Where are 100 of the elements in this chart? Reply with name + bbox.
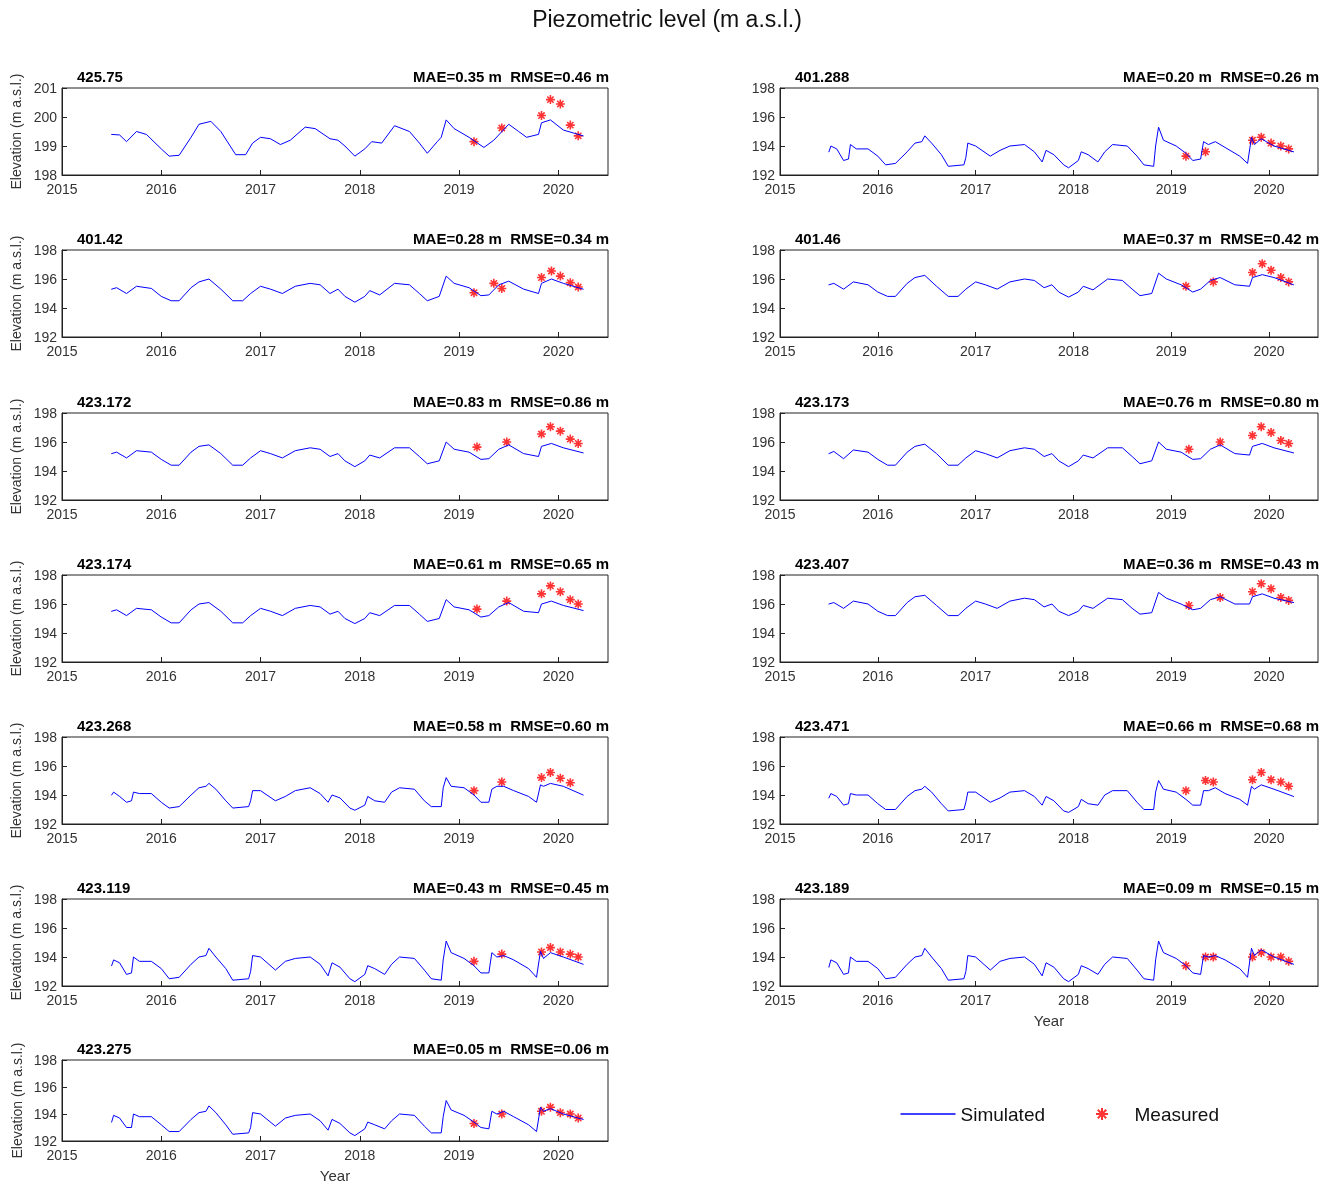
x-tick-label: 2016 (862, 506, 894, 522)
y-axis-title: Elevation (m a.s.l.) (7, 884, 24, 1001)
point (1255, 578, 1267, 589)
point (572, 1112, 584, 1124)
chart-title: 423.174 (77, 555, 132, 572)
point (1275, 592, 1287, 603)
x-tick-label: 2018 (344, 343, 376, 359)
y-tick-label: 194 (751, 463, 776, 479)
point (496, 283, 508, 294)
line-series (111, 275, 584, 303)
x-tick-label: 2020 (542, 830, 575, 846)
y-tick-label: 198 (33, 729, 58, 745)
point (536, 946, 547, 958)
point (1247, 134, 1258, 146)
y-tick-label: 196 (751, 920, 776, 936)
x-tick-label: 2016 (145, 668, 178, 684)
y-tick-label: 192 (751, 978, 776, 994)
point (1265, 774, 1277, 786)
x-tick-label: 2018 (344, 830, 376, 846)
x-tick-label: 2020 (1253, 992, 1285, 1008)
y-tick-label: 196 (33, 596, 58, 612)
x-tick-label: 2015 (46, 343, 78, 359)
x-tick-label: 2019 (443, 343, 475, 359)
point (564, 433, 576, 445)
point (1275, 272, 1287, 283)
x-tick-label: 2019 (443, 830, 475, 846)
x-tick-label: 2020 (1253, 181, 1285, 197)
chart-subtitle: MAE=0.37 m RMSE=0.42 m (1123, 230, 1320, 247)
point (564, 777, 576, 788)
y-tick-label: 192 (33, 654, 58, 670)
point (555, 773, 566, 784)
chart-title: 401.42 (77, 230, 123, 247)
x-tick-label: 2017 (960, 830, 992, 846)
point (468, 785, 480, 796)
point (468, 287, 480, 299)
x-tick-label: 2020 (1253, 506, 1285, 522)
point (545, 1101, 556, 1113)
y-tick-label: 192 (33, 1133, 58, 1149)
line-series (111, 940, 584, 983)
chart-title: 423.189 (795, 879, 850, 896)
point (536, 428, 547, 440)
point (564, 594, 576, 605)
point (1208, 276, 1219, 288)
x-tick-label: 2016 (145, 343, 178, 359)
point (555, 946, 566, 958)
point (1247, 774, 1258, 786)
y-tick-label: 198 (751, 891, 776, 907)
point (1275, 951, 1287, 963)
x-tick-label: 2015 (764, 830, 796, 846)
point (496, 948, 508, 960)
y-tick-label: 196 (751, 758, 776, 774)
y-tick-label: 194 (33, 1106, 58, 1122)
x-tick-label: 2019 (1155, 181, 1188, 197)
line-series (111, 599, 584, 625)
point (501, 595, 513, 607)
x-tick-label: 2019 (443, 668, 475, 684)
y-tick-label: 198 (751, 729, 776, 745)
x-axis-title: Year (319, 1167, 351, 1184)
point (1247, 430, 1258, 441)
x-tick-label: 2018 (1057, 343, 1090, 359)
y-tick-label: 194 (33, 949, 58, 965)
chart-title: 423.173 (795, 393, 850, 410)
x-tick-label: 2015 (764, 343, 796, 359)
point (1180, 785, 1192, 796)
point (545, 421, 556, 433)
y-tick-label: 194 (751, 625, 776, 641)
chart-title: 401.288 (795, 68, 850, 85)
x-tick-label: 2016 (862, 830, 894, 846)
point (545, 94, 556, 105)
x-tick-label: 2015 (764, 992, 796, 1008)
point (536, 272, 547, 283)
chart-subtitle: MAE=0.20 m RMSE=0.26 m (1123, 68, 1320, 85)
x-tick-label: 2015 (46, 830, 78, 846)
text: Piezometric level (m a.s.l.) (531, 6, 803, 33)
point (1183, 600, 1195, 611)
y-tick-label: 194 (751, 138, 776, 154)
y-tick-label: 198 (751, 405, 776, 421)
point (1265, 583, 1277, 595)
x-tick-label: 2018 (344, 181, 376, 197)
x-tick-label: 2017 (244, 830, 277, 846)
line-series (111, 119, 584, 157)
x-tick-label: 2016 (862, 992, 894, 1008)
x-tick-label: 2015 (46, 1147, 78, 1163)
chart-title: 423.407 (795, 555, 850, 572)
y-tick-label: 198 (33, 167, 58, 183)
point (1255, 767, 1267, 778)
x-tick-label: 2015 (46, 668, 78, 684)
legend-label: Measured (1134, 1103, 1220, 1125)
x-tick-label: 2017 (244, 181, 277, 197)
y-tick-label: 194 (33, 463, 58, 479)
x-tick-label: 2017 (960, 343, 992, 359)
line-series (828, 940, 1295, 983)
x-tick-label: 2016 (145, 830, 178, 846)
x-tick-label: 2018 (344, 506, 376, 522)
x-tick-label: 2019 (1155, 668, 1188, 684)
x-tick-label: 2018 (344, 1147, 376, 1163)
line-series (828, 126, 1295, 169)
point (564, 119, 576, 131)
point (536, 772, 547, 783)
x-tick-label: 2017 (960, 668, 992, 684)
